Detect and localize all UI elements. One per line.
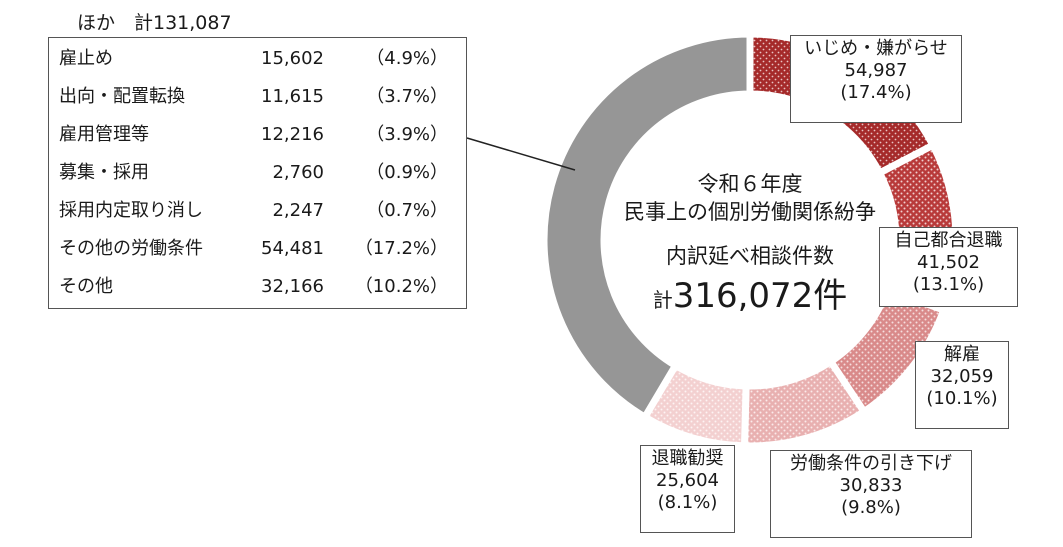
table-row: その他の労働条件 54,481 （17.2%） <box>49 230 466 268</box>
label-value: 41,502 <box>917 252 980 273</box>
center-title-line1: 令和６年度 <box>697 172 803 196</box>
center-total: 計316,072件 <box>620 268 880 317</box>
row-name: 雇用管理等 <box>59 124 149 145</box>
label-name: いじめ・嫌がらせ <box>804 38 948 59</box>
row-pct: （3.9%） <box>366 124 448 145</box>
row-pct: （0.9%） <box>366 162 448 183</box>
center-total-value: 316,072件 <box>672 276 848 316</box>
table-row: 雇止め 15,602 （4.9%） <box>49 40 466 78</box>
label-taishoku-kanshou: 退職勧奨 25,604 (8.1%) <box>640 445 735 533</box>
table-row: 募集・採用 2,760 （0.9%） <box>49 154 466 192</box>
row-value: 15,602 <box>261 48 324 69</box>
row-name: 募集・採用 <box>59 162 149 183</box>
slice-other <box>540 30 754 422</box>
label-pct: (9.8%) <box>841 497 901 518</box>
row-value: 2,247 <box>272 200 324 221</box>
other-box-title: ほか 計131,087 <box>77 12 232 34</box>
row-name: 出向・配置転換 <box>59 86 185 107</box>
center-total-prefix: 計 <box>652 288 673 312</box>
label-jiko-tsugou: 自己都合退職 41,502 (13.1%) <box>879 227 1018 307</box>
label-name: 退職勧奨 <box>651 448 724 469</box>
center-title-line2: 民事上の個別労働関係紛争 <box>624 200 876 224</box>
row-pct: （10.2%） <box>354 276 448 297</box>
label-name: 労働条件の引き下げ <box>790 453 952 474</box>
label-roudou-jouken: 労働条件の引き下げ 30,833 (9.8%) <box>770 450 972 538</box>
label-pct: (13.1%) <box>912 274 985 295</box>
row-name: 採用内定取り消し <box>59 200 203 221</box>
label-value: 30,833 <box>839 475 903 496</box>
row-value: 54,481 <box>261 238 324 259</box>
other-breakdown-table: 雇止め 15,602 （4.9%） 出向・配置転換 11,615 （3.7%） … <box>48 37 467 309</box>
label-name: 解雇 <box>944 344 980 365</box>
row-name: 雇止め <box>59 48 113 69</box>
row-pct: （4.9%） <box>366 48 448 69</box>
label-pct: (17.4%) <box>840 82 912 103</box>
table-row: その他 32,166 （10.2%） <box>49 268 466 306</box>
label-name: 自己都合退職 <box>894 230 1003 251</box>
row-value: 32,166 <box>261 276 324 297</box>
row-value: 2,760 <box>272 162 324 183</box>
row-pct: （0.7%） <box>366 200 448 221</box>
other-leader-line <box>466 137 576 171</box>
label-pct: (8.1%) <box>657 492 718 513</box>
row-pct: （17.2%） <box>354 238 448 259</box>
label-value: 25,604 <box>656 470 719 491</box>
label-kaiko: 解雇 32,059 (10.1%) <box>915 341 1009 429</box>
row-pct: （3.7%） <box>366 86 448 107</box>
label-pct: (10.1%) <box>926 388 998 409</box>
table-row: 採用内定取り消し 2,247 （0.7%） <box>49 192 466 230</box>
table-row: 出向・配置転換 11,615 （3.7%） <box>49 78 466 116</box>
label-value: 32,059 <box>930 366 994 387</box>
label-value: 54,987 <box>844 60 908 81</box>
row-name: その他 <box>59 276 113 297</box>
label-ijime: いじめ・嫌がらせ 54,987 (17.4%) <box>790 35 962 123</box>
row-value: 12,216 <box>261 124 324 145</box>
center-title-line3: 内訳延べ相談件数 <box>666 244 834 268</box>
row-value: 11,615 <box>261 86 324 107</box>
table-row: 雇用管理等 12,216 （3.9%） <box>49 116 466 154</box>
row-name: その他の労働条件 <box>59 238 203 259</box>
